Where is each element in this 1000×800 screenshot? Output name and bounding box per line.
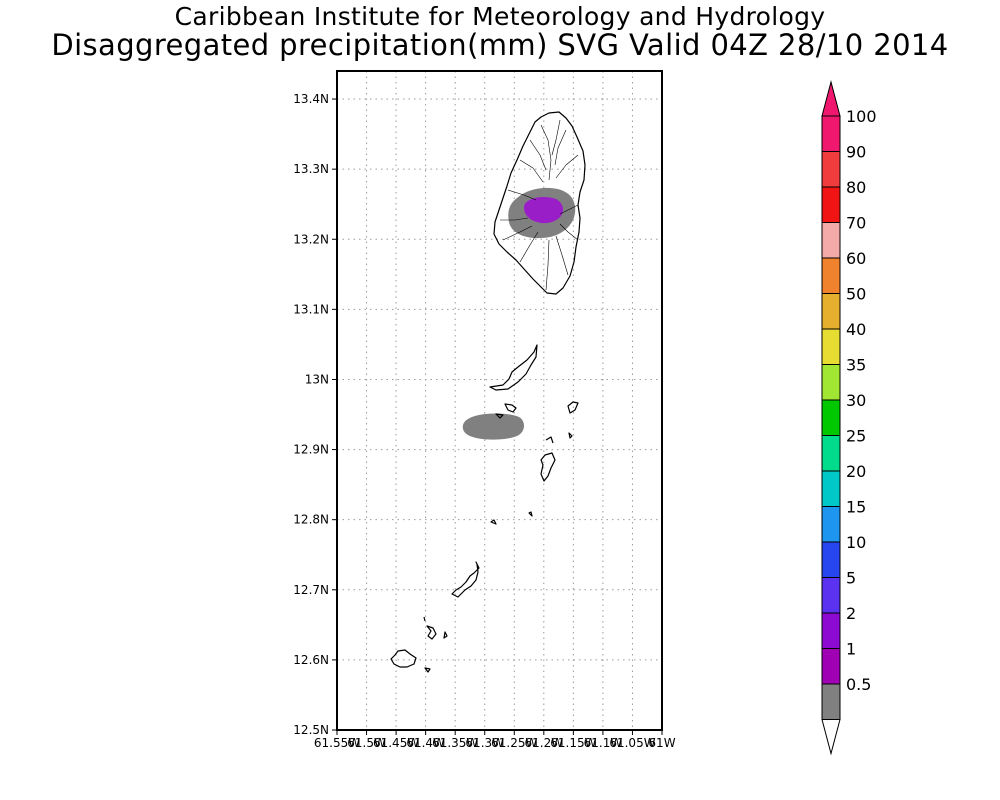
- colorbar-level-label: 5: [846, 569, 856, 588]
- lat-tick-label: 13.3N: [293, 162, 329, 176]
- precip-areas: [462, 187, 576, 440]
- lat-tick-label: 12.9N: [293, 443, 329, 457]
- island-bequia: [489, 344, 538, 419]
- lat-tick-label: 12.8N: [293, 513, 329, 527]
- colorbar-level-label: 70: [846, 214, 866, 233]
- colorbar-swatch: [821, 435, 841, 472]
- lon-tick-label: 61.45W: [373, 736, 419, 750]
- colorbar-swatch: [821, 506, 841, 543]
- lat-tick-label: 12.7N: [293, 583, 329, 597]
- lon-tick-label: 61.25W: [491, 736, 537, 750]
- colorbar-level-label: 30: [846, 391, 866, 410]
- colorbar: 100 90 80 70 60 50 40 35 30 25 20 15 10 5 2 1 0.5: [821, 80, 877, 756]
- island-st-vincent: [493, 111, 586, 295]
- lat-tick-label: 13.1N: [293, 302, 329, 316]
- colorbar-level-label: 80: [846, 178, 866, 197]
- colorbar-swatch: [821, 257, 841, 294]
- lon-tick-label: 61.3W: [465, 736, 504, 750]
- lon-tick-label: 61.5W: [347, 736, 386, 750]
- island-carriacou: [390, 616, 448, 673]
- colorbar-swatch: [821, 612, 841, 649]
- colorbar-swatch: [821, 222, 841, 259]
- lon-tick-label: 61.15W: [550, 736, 596, 750]
- chart-subtitle: Disaggregated precipitation(mm) SVG Vali…: [51, 28, 949, 62]
- colorbar-swatch: [821, 115, 841, 152]
- colorbar-swatch: [821, 151, 841, 188]
- chart-title: Caribbean Institute for Meteorology and …: [174, 2, 826, 31]
- colorbar-swatch: [821, 541, 841, 578]
- colorbar-level-label: 25: [846, 427, 866, 446]
- lat-tick-label: 13.2N: [293, 232, 329, 246]
- colorbar-level-label: 15: [846, 498, 866, 517]
- lat-tick-label: 13.4N: [293, 92, 329, 106]
- colorbar-level-label: 1: [846, 640, 856, 659]
- precip-area-st-vincent-core: [524, 196, 564, 224]
- islands: [390, 111, 586, 673]
- colorbar-swatch: [821, 364, 841, 401]
- precip-area-bequia: [462, 413, 525, 440]
- colorbar-swatch: [821, 399, 841, 436]
- map-grid: [337, 71, 662, 730]
- colorbar-level-label: 40: [846, 320, 866, 339]
- colorbar-swatch: [821, 293, 841, 330]
- colorbar-level-label: 10: [846, 533, 866, 552]
- colorbar-swatch: [821, 328, 841, 365]
- colorbar-level-label: 35: [846, 356, 866, 375]
- longitude-axis: 61.55W61.5W61.45W61.4W61.35W61.3W61.25W6…: [314, 730, 676, 750]
- lat-tick-label: 12.6N: [293, 653, 329, 667]
- lon-tick-label: 61.35W: [432, 736, 478, 750]
- colorbar-bottom-arrow: [821, 719, 841, 756]
- colorbar-swatch: [821, 683, 841, 720]
- colorbar-level-label: 2: [846, 604, 856, 623]
- colorbar-level-label: 0.5: [846, 675, 871, 694]
- plot-frame: [336, 70, 663, 731]
- lon-tick-label: 61.2W: [525, 736, 564, 750]
- lon-tick-label: 61.55W: [314, 736, 360, 750]
- colorbar-swatch: [821, 470, 841, 507]
- island-canouan: [540, 436, 556, 482]
- lon-tick-label: 61.4W: [406, 736, 445, 750]
- lon-tick-label: 61.1W: [584, 736, 623, 750]
- lon-tick-label: 61.05W: [609, 736, 655, 750]
- island-small-cays: [490, 511, 533, 525]
- lat-tick-label: 12.5N: [293, 723, 329, 737]
- island-union: [451, 561, 480, 598]
- colorbar-top-arrow: [821, 80, 841, 117]
- lon-tick-label: 61W: [648, 736, 675, 750]
- colorbar-level-label: 50: [846, 285, 866, 304]
- lat-tick-label: 13N: [305, 372, 329, 386]
- colorbar-level-label: 60: [846, 249, 866, 268]
- latitude-axis: 13.4N 13.3N 13.2N 13.1N 13N 12.9N 12.8N 12.7N 12…: [293, 92, 337, 737]
- colorbar-swatch: [821, 577, 841, 614]
- colorbar-swatch: [821, 648, 841, 685]
- colorbar-level-label: 90: [846, 143, 866, 162]
- colorbar-level-label: 20: [846, 462, 866, 481]
- colorbar-level-label: 100: [846, 107, 877, 126]
- colorbar-swatch: [821, 186, 841, 223]
- island-mustique: [567, 401, 579, 439]
